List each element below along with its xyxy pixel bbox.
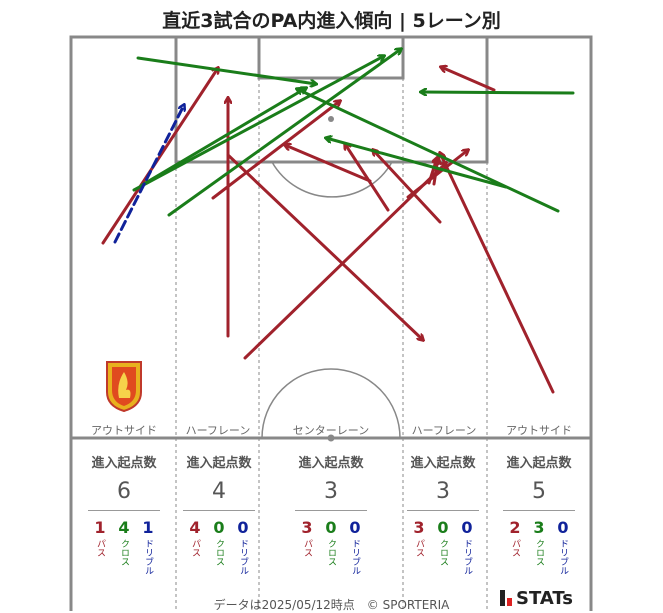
pass-arrow bbox=[427, 158, 437, 185]
lane-stats-rule bbox=[88, 510, 160, 511]
cross-count: 0 bbox=[437, 518, 449, 537]
lane-label-outside-right: アウトサイド bbox=[506, 424, 572, 437]
dribble-label: ドリブル bbox=[462, 539, 472, 575]
lane-stats-3: 進入起点数 3 3 パス 0 クロス 0 ドリブル bbox=[393, 452, 493, 575]
pass-arrow bbox=[101, 68, 218, 245]
cross-arrow bbox=[140, 88, 306, 187]
dribble-count: 0 bbox=[557, 518, 569, 537]
lane-stats-total: 5 bbox=[532, 479, 546, 504]
pass-label: パス bbox=[510, 539, 520, 557]
lane-stats-0: 進入起点数 6 1 パス 4 クロス 1 ドリブル bbox=[74, 452, 174, 575]
pass-arrow bbox=[345, 144, 390, 212]
cross-count: 3 bbox=[533, 518, 545, 537]
cross-label: クロス bbox=[534, 539, 544, 566]
pass-count: 4 bbox=[189, 518, 201, 537]
cross-count: 4 bbox=[118, 518, 130, 537]
pass-arrow bbox=[440, 153, 555, 394]
pass-count: 2 bbox=[509, 518, 521, 537]
arrows-layer bbox=[101, 49, 575, 394]
pass-label: パス bbox=[95, 539, 105, 557]
brand-text: STATs bbox=[516, 588, 573, 609]
lane-stats-total: 4 bbox=[212, 479, 226, 504]
brand-logo: STATs bbox=[500, 588, 573, 609]
pass-arrow bbox=[441, 67, 496, 92]
dribble-count: 0 bbox=[461, 518, 473, 537]
center-spot bbox=[327, 434, 335, 442]
lane-stats-header: 進入起点数 bbox=[186, 456, 252, 471]
dribble-label: ドリブル bbox=[350, 539, 360, 575]
lane-stats-header: 進入起点数 bbox=[506, 456, 572, 471]
pass-label: パス bbox=[302, 539, 312, 557]
lane-label-half-left: ハーフレーン bbox=[185, 424, 251, 437]
lane-label-half-right: ハーフレーン bbox=[411, 424, 477, 437]
lane-label-outside-left: アウトサイド bbox=[91, 424, 157, 437]
lane-stats-rule bbox=[183, 510, 255, 511]
brand-accent-icon bbox=[507, 598, 512, 606]
lane-stats-header: 進入起点数 bbox=[91, 456, 157, 471]
dribble-arrow bbox=[113, 105, 184, 244]
brand-mark-icon bbox=[500, 590, 505, 606]
lane-stats-header: 進入起点数 bbox=[410, 456, 476, 471]
pass-arrow bbox=[226, 153, 423, 340]
dribble-label: ドリブル bbox=[238, 539, 248, 575]
footer-note: データは2025/05/12時点 © SPORTERIA bbox=[213, 598, 450, 612]
lane-stats-2: 進入起点数 3 3 パス 0 クロス 0 ドリブル bbox=[281, 452, 381, 575]
pass-count: 3 bbox=[413, 518, 425, 537]
cross-arrow bbox=[132, 56, 384, 192]
pass-count: 1 bbox=[94, 518, 106, 537]
pass-arrow bbox=[243, 163, 446, 360]
pass-arrow bbox=[373, 150, 442, 224]
dribble-label: ドリブル bbox=[558, 539, 568, 575]
cross-count: 0 bbox=[213, 518, 225, 537]
lane-stats-rule bbox=[295, 510, 367, 511]
penalty-arc bbox=[271, 161, 393, 198]
pass-label: パス bbox=[190, 539, 200, 557]
lane-stats-4: 進入起点数 5 2 パス 3 クロス 0 ドリブル bbox=[489, 452, 589, 575]
cross-arrow bbox=[297, 89, 560, 213]
cross-arrow bbox=[326, 138, 508, 189]
lane-stats-total: 6 bbox=[117, 479, 131, 504]
cross-label: クロス bbox=[326, 539, 336, 566]
chart-title: 直近3試合のPA内進入傾向 | 5レーン別 bbox=[162, 10, 501, 32]
cross-label: クロス bbox=[214, 539, 224, 566]
lane-label-center: センターレーン bbox=[292, 424, 370, 437]
lane-stats-rule bbox=[407, 510, 479, 511]
dribble-count: 0 bbox=[237, 518, 249, 537]
cross-label: クロス bbox=[438, 539, 448, 566]
lane-stats-total: 3 bbox=[324, 479, 338, 504]
lane-stats-total: 3 bbox=[436, 479, 450, 504]
pass-label: パス bbox=[414, 539, 424, 557]
dribble-label: ドリブル bbox=[143, 539, 153, 575]
lane-stats-header: 進入起点数 bbox=[298, 456, 364, 471]
pass-count: 3 bbox=[301, 518, 313, 537]
lane-stats-rule bbox=[503, 510, 575, 511]
lane-stats-1: 進入起点数 4 4 パス 0 クロス 0 ドリブル bbox=[169, 452, 269, 575]
cross-arrow bbox=[136, 56, 316, 84]
pass-arrow bbox=[211, 101, 340, 200]
pass-arrow bbox=[285, 145, 372, 183]
cross-count: 0 bbox=[325, 518, 337, 537]
dribble-count: 1 bbox=[142, 518, 154, 537]
pass-arrow bbox=[406, 150, 468, 199]
penalty-spot bbox=[328, 116, 334, 122]
center-circle bbox=[261, 368, 401, 439]
cross-label: クロス bbox=[119, 539, 129, 566]
dribble-count: 0 bbox=[349, 518, 361, 537]
goal-area bbox=[257, 35, 405, 80]
team-crest bbox=[106, 361, 142, 413]
cross-arrow bbox=[167, 49, 401, 217]
cross-arrow bbox=[421, 92, 575, 93]
